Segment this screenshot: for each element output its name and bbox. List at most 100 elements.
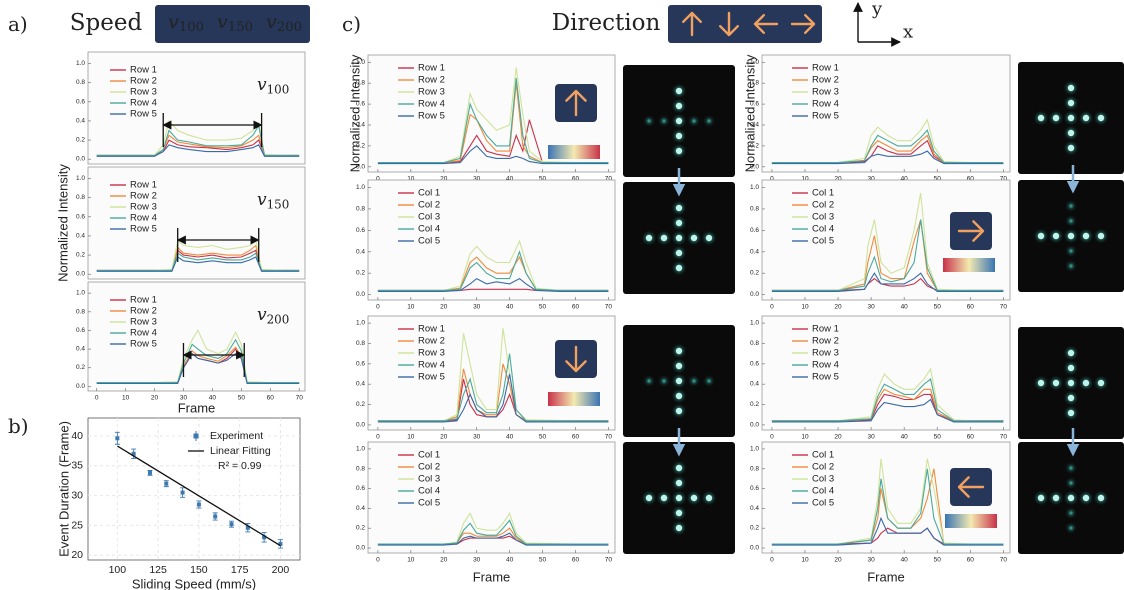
- panel-label: a): [8, 12, 28, 36]
- camera-spot: [1069, 526, 1072, 529]
- legend-label: Row 4: [812, 360, 839, 371]
- y-tick-label: 0.6: [76, 98, 85, 105]
- y-axis-label: Normalized Intensity: [348, 54, 363, 172]
- legend-label: Row 2: [418, 336, 445, 347]
- camera-spot: [676, 265, 682, 271]
- x-tick-label: 50: [238, 395, 246, 402]
- x-tick-label: 20: [440, 434, 448, 441]
- legend-label: Col 3: [418, 212, 440, 223]
- y-tick-label: 0.6: [750, 485, 759, 492]
- color-bar: [943, 258, 995, 272]
- y-tick-label: 1.0: [76, 60, 85, 67]
- x-tick-label: 40: [901, 304, 909, 311]
- color-bar: [945, 514, 997, 528]
- y-tick-label: 0.2: [356, 401, 365, 408]
- y-tick-label: 0.2: [356, 525, 365, 532]
- x-tick-label: 50: [539, 304, 547, 311]
- legend-label: Row 3: [812, 348, 839, 359]
- y-tick-label: 30: [71, 490, 83, 502]
- legend-label: Row 3: [130, 317, 157, 328]
- y-tick-label: 0.0: [750, 421, 759, 428]
- plot-frame: [762, 55, 1010, 172]
- annotation-base: v: [257, 305, 267, 325]
- x-tick-label: 20: [834, 304, 842, 311]
- data-point: [230, 522, 234, 526]
- x-tick-label: 30: [473, 304, 481, 311]
- x-tick-label: 60: [572, 557, 580, 564]
- x-tick-label: 40: [506, 304, 514, 311]
- y-tick-label: 0.0: [356, 291, 365, 298]
- legend-label: Row 5: [812, 111, 839, 122]
- camera-spot: [1053, 495, 1059, 501]
- legend-label: Row 4: [130, 328, 157, 339]
- direction-title: Direction: [552, 10, 661, 36]
- camera-spot: [647, 379, 650, 382]
- legend-label: Row 3: [130, 202, 157, 213]
- legend-label: Col 2: [812, 462, 834, 473]
- legend-swatch: [194, 434, 199, 439]
- plot-frame: [368, 180, 615, 300]
- x-axis-label: Frame: [867, 570, 905, 585]
- x-tick-label: 40: [901, 434, 909, 441]
- legend-label: Row 2: [812, 336, 839, 347]
- camera-spot: [707, 379, 710, 382]
- y-tick-label: 0.2: [76, 252, 85, 259]
- legend-label: Row 3: [812, 87, 839, 98]
- camera-spot: [676, 250, 682, 256]
- camera-spot: [662, 119, 665, 122]
- x-tick-label: 200: [272, 564, 290, 576]
- figure: a) b) c) Speed Direction y x v100v150v20…: [0, 0, 1124, 590]
- x-tick-label: 50: [934, 557, 942, 564]
- x-tick-label: 40: [901, 557, 909, 564]
- y-tick-label: 1.0: [750, 445, 759, 452]
- y-tick-label: 0.4: [356, 381, 365, 388]
- camera-spot: [1069, 249, 1072, 252]
- y-tick-label: 0.6: [356, 485, 365, 492]
- x-tick-label: 10: [407, 434, 415, 441]
- x-tick-label: 10: [122, 395, 130, 402]
- y-tick-label: 0.6: [356, 360, 365, 367]
- y-tick-label: 0.2: [750, 270, 759, 277]
- legend-label: Col 1: [418, 188, 440, 199]
- legend-label: Col 5: [418, 498, 440, 509]
- x-tick-label: 30: [868, 434, 876, 441]
- y-tick-label: 0.2: [76, 137, 85, 144]
- panel-label: c): [342, 12, 361, 36]
- y-tick-label: 0.8: [356, 465, 365, 472]
- y-tick-label: 0.6: [750, 360, 759, 367]
- annotation-sub: 200: [267, 312, 290, 326]
- x-tick-label: 60: [267, 395, 275, 402]
- y-tick-label: 0.8: [76, 194, 85, 201]
- y-tick-label: 0.2: [750, 401, 759, 408]
- y-tick-label: 40: [71, 430, 83, 442]
- camera-spot: [676, 118, 682, 124]
- camera-spot: [676, 348, 682, 354]
- y-tick-label: 1.0: [356, 445, 365, 452]
- camera-spot: [692, 119, 695, 122]
- camera-spot: [1098, 233, 1104, 239]
- y-tick-label: 0.0: [750, 545, 759, 552]
- camera-spot: [646, 235, 652, 241]
- panel-label: b): [8, 414, 29, 438]
- plot-frame: [88, 282, 305, 391]
- x-axis-label: Sliding Speed (mm/s): [132, 577, 256, 590]
- camera-spot: [1068, 410, 1074, 416]
- x-tick-label: 0: [770, 557, 774, 564]
- y-tick-label: 0.0: [76, 271, 85, 278]
- y-tick-label: 0.4: [76, 232, 85, 239]
- legend-label: Row 3: [418, 348, 445, 359]
- legend-label: Col 1: [418, 450, 440, 461]
- legend-label: Row 1: [418, 63, 445, 74]
- x-tick-label: 60: [572, 434, 580, 441]
- x-tick-label: 0: [95, 395, 99, 402]
- legend-label: Col 4: [812, 224, 834, 235]
- x-tick-label: 150: [190, 564, 208, 576]
- camera-spot: [1069, 264, 1072, 267]
- camera-spot: [661, 235, 667, 241]
- legend-label: Col 3: [812, 474, 834, 485]
- y-tick-label: 0.0: [76, 156, 85, 163]
- camera-spot: [1083, 380, 1089, 386]
- annotation-sub: 150: [267, 197, 290, 211]
- x-tick-label: 70: [1000, 434, 1008, 441]
- x-tick-label: 50: [934, 304, 942, 311]
